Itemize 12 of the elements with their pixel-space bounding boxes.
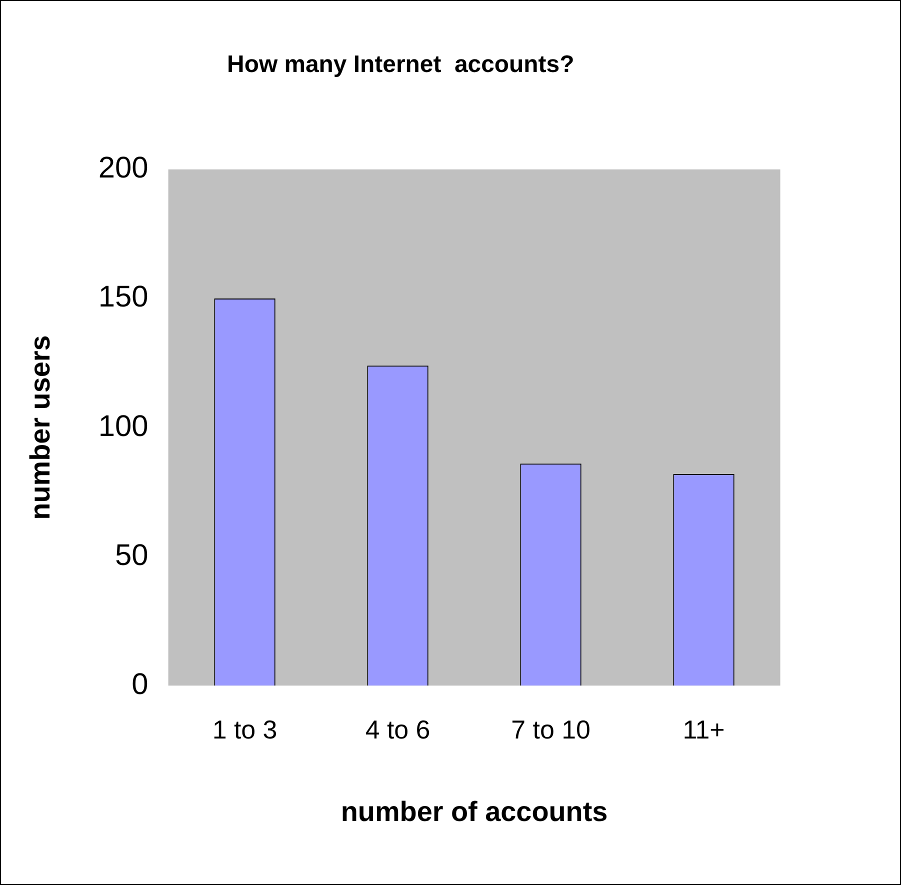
y-tick-label: 150 — [98, 280, 148, 314]
x-axis-title: number of accounts — [340, 796, 608, 828]
x-tick-label: 7 to 10 — [511, 716, 590, 744]
x-tick-label: 4 to 6 — [365, 716, 430, 744]
x-tick-label: 11+ — [682, 716, 725, 744]
y-tick-label: 0 — [132, 668, 148, 701]
y-axis-title: number users — [24, 335, 56, 520]
y-tick-label: 100 — [98, 410, 148, 443]
x-tick-label: 1 to 3 — [212, 716, 278, 744]
y-tick-label: 200 — [98, 152, 148, 185]
y-tick-label: 50 — [115, 538, 148, 572]
chart-title: How many Internet accounts? — [227, 50, 574, 78]
